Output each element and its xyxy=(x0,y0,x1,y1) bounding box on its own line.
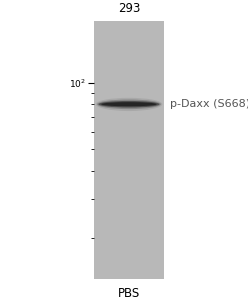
Ellipse shape xyxy=(96,98,162,111)
Ellipse shape xyxy=(101,102,157,106)
Text: 293: 293 xyxy=(118,2,140,14)
Text: PBS: PBS xyxy=(118,287,140,300)
Ellipse shape xyxy=(97,100,161,109)
Ellipse shape xyxy=(98,101,159,108)
Text: p-Daxx (S668): p-Daxx (S668) xyxy=(171,99,248,109)
